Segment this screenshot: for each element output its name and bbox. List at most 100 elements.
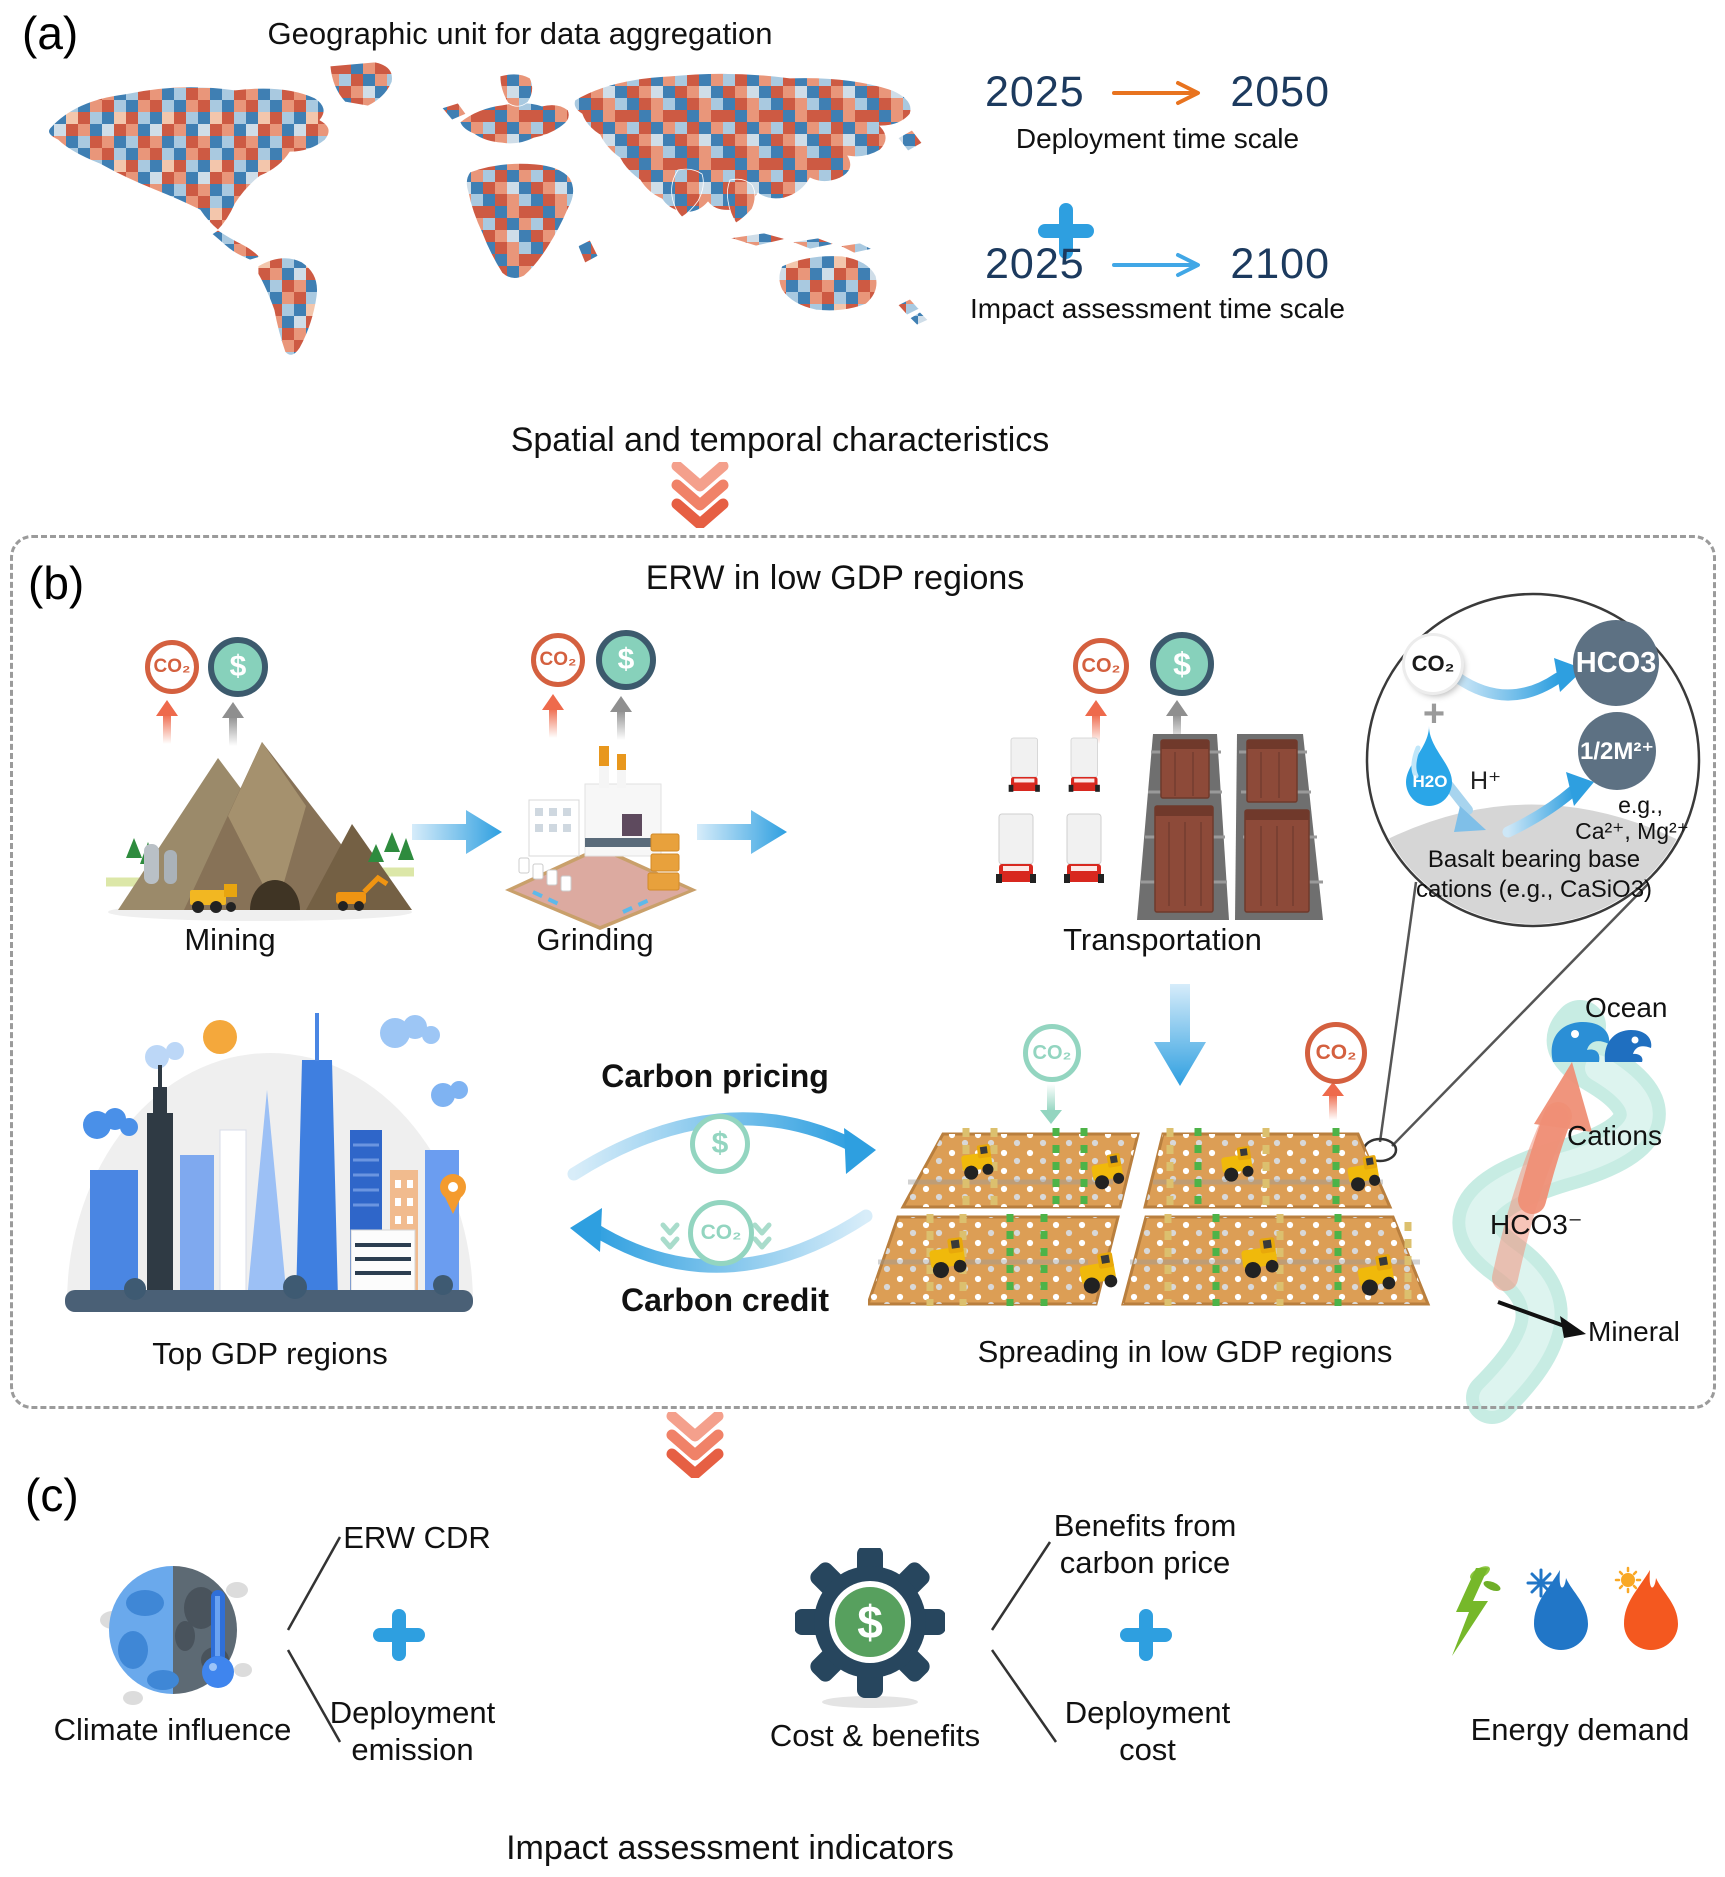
basalt-caption-1: Basalt bearing base [1427, 846, 1641, 873]
sun-icon [203, 1020, 237, 1054]
panel-c-tag: (c) [25, 1469, 79, 1521]
dollar-sign: $ [711, 1127, 729, 1160]
dollar-icon: $ [596, 630, 656, 690]
dollar-sign: $ [1173, 645, 1191, 682]
panel-a-title: Geographic unit for data aggregation [267, 16, 773, 51]
deployment-cost-line2: cost [1119, 1731, 1176, 1767]
down-chevrons-icon [666, 1412, 724, 1478]
deployment-cost-line1: Deployment [1064, 1695, 1231, 1730]
impact-timescale-row: 2025 2100 [985, 240, 1330, 289]
weathering-chemistry-inset: CO₂ + H2O H⁺ HCO3 1/2M²⁺ e.g., Ca²⁺, Mg²… [1358, 570, 1710, 962]
down-chevrons-icon [671, 462, 729, 528]
grinding-label: Grinding [536, 922, 654, 957]
h2o-label: H2O [1412, 772, 1448, 791]
co2-icon: CO₂ [1073, 638, 1129, 694]
panel-c-footer: Impact assessment indicators [506, 1829, 954, 1867]
metal-cation-product: 1/2M²⁺ [1578, 712, 1656, 790]
cloud-icon [83, 1015, 468, 1139]
spreading-label: Spreading in low GDP regions [977, 1334, 1393, 1369]
panel-a-footer: Spatial and temporal characteristics [510, 421, 1050, 459]
eg-label: e.g., [1618, 792, 1663, 818]
heating-flame-icon [1614, 1566, 1678, 1650]
dollar-icon: $ [1150, 632, 1214, 696]
benefits-label: Benefits from carbon price [1030, 1508, 1260, 1581]
panel-b-title: ERW in low GDP regions [645, 559, 1025, 597]
mining-illustration [106, 742, 414, 921]
panel-a-tag: (a) [22, 7, 79, 59]
mineral-arrow [1497, 1300, 1571, 1330]
hco3-product: HCO3 [1573, 620, 1659, 706]
co2-label: CO₂ [1315, 1041, 1357, 1064]
co2-label: CO₂ [153, 656, 191, 677]
co2-emission-icon: CO₂ [1305, 1022, 1367, 1084]
cost-benefits-label: Cost & benefits [769, 1718, 981, 1753]
location-pin-icon [440, 1174, 466, 1214]
dollar-icon: $ [208, 637, 268, 697]
water-drop-icon [1406, 726, 1452, 806]
mining-label: Mining [184, 922, 276, 957]
cooling-flame-icon [1526, 1568, 1588, 1650]
climate-influence-icon [100, 1566, 252, 1705]
erw-cdr-label: ERW CDR [343, 1520, 491, 1555]
co2-credit-icon: CO₂ [688, 1200, 754, 1266]
impact-start-year: 2025 [985, 240, 1085, 288]
deployment-start-year: 2025 [985, 68, 1085, 116]
gear-dollar-sign: $ [857, 1596, 883, 1648]
deployment-emission-label: Deployment emission [325, 1695, 500, 1768]
basalt-rock [1369, 804, 1697, 924]
transportation-label: Transportation [1063, 922, 1262, 957]
carbon-pricing-label: Carbon pricing [601, 1058, 829, 1094]
dollar-sign: $ [229, 650, 247, 683]
co2-label: CO₂ [1032, 1041, 1072, 1064]
orange-arrow-icon [1112, 80, 1200, 105]
co2-icon: CO₂ [531, 633, 585, 687]
impact-end-year: 2100 [1230, 240, 1330, 288]
flow-down-arrow-icon [1154, 984, 1206, 1086]
plus-icon [373, 1609, 425, 1661]
impact-caption: Impact assessment time scale [969, 293, 1346, 324]
hco3-label: HCO3⁻ [1490, 1209, 1583, 1240]
callout-line-right [1391, 883, 1649, 1147]
panel-b-tag: (b) [28, 557, 85, 609]
plus-icon [1120, 1609, 1172, 1661]
mineral-label: Mineral [1588, 1316, 1680, 1347]
ocean-wave-icon [1551, 1022, 1652, 1062]
deployment-timescale-row: 2025 2050 [985, 68, 1330, 117]
co2-molecule: CO₂ [1405, 636, 1461, 692]
branch-line [990, 1649, 1058, 1743]
deployment-emission-line1: Deployment [329, 1695, 496, 1730]
energy-demand-label: Energy demand [1470, 1712, 1690, 1747]
co2-removal-icon: CO₂ [1023, 1024, 1081, 1082]
flow-arrow-icon [412, 810, 502, 854]
benefits-line1: Benefits from [1053, 1508, 1237, 1543]
co2-icon: CO₂ [145, 640, 199, 694]
cost-up-arrow-icon [1166, 700, 1188, 744]
ocean-label: Ocean [1585, 992, 1668, 1023]
down-chevron-icon [752, 1222, 772, 1250]
blue-arrow-icon [1112, 252, 1200, 277]
grinding-illustration [505, 746, 697, 930]
flow-arrow-icon [697, 810, 787, 854]
hco3-label: HCO3 [1575, 646, 1657, 679]
m-label: 1/2M²⁺ [1579, 737, 1654, 765]
co2-label: CO₂ [1081, 654, 1121, 677]
cost-up-arrow-icon [222, 702, 244, 746]
co2-label: CO₂ [539, 649, 577, 670]
crop-rows [1006, 1128, 1342, 1306]
city-illustration [65, 1013, 473, 1312]
money-flow-icon: $ [690, 1114, 750, 1174]
down-chevron-icon [660, 1222, 680, 1250]
co2-label: CO₂ [700, 1221, 742, 1244]
branch-line [286, 1649, 342, 1743]
basalt-caption-2: cations (e.g., CaSiO3) [1415, 876, 1653, 903]
callout-line-left [1378, 881, 1418, 1143]
world-map [48, 61, 929, 356]
emission-up-arrow-icon [1322, 1082, 1344, 1120]
green-energy-bolt-icon [1452, 1566, 1501, 1656]
chem-plus: + [1422, 693, 1446, 735]
branch-line [286, 1536, 342, 1631]
deployment-emission-line2: emission [351, 1731, 474, 1767]
branch-line [990, 1541, 1052, 1631]
